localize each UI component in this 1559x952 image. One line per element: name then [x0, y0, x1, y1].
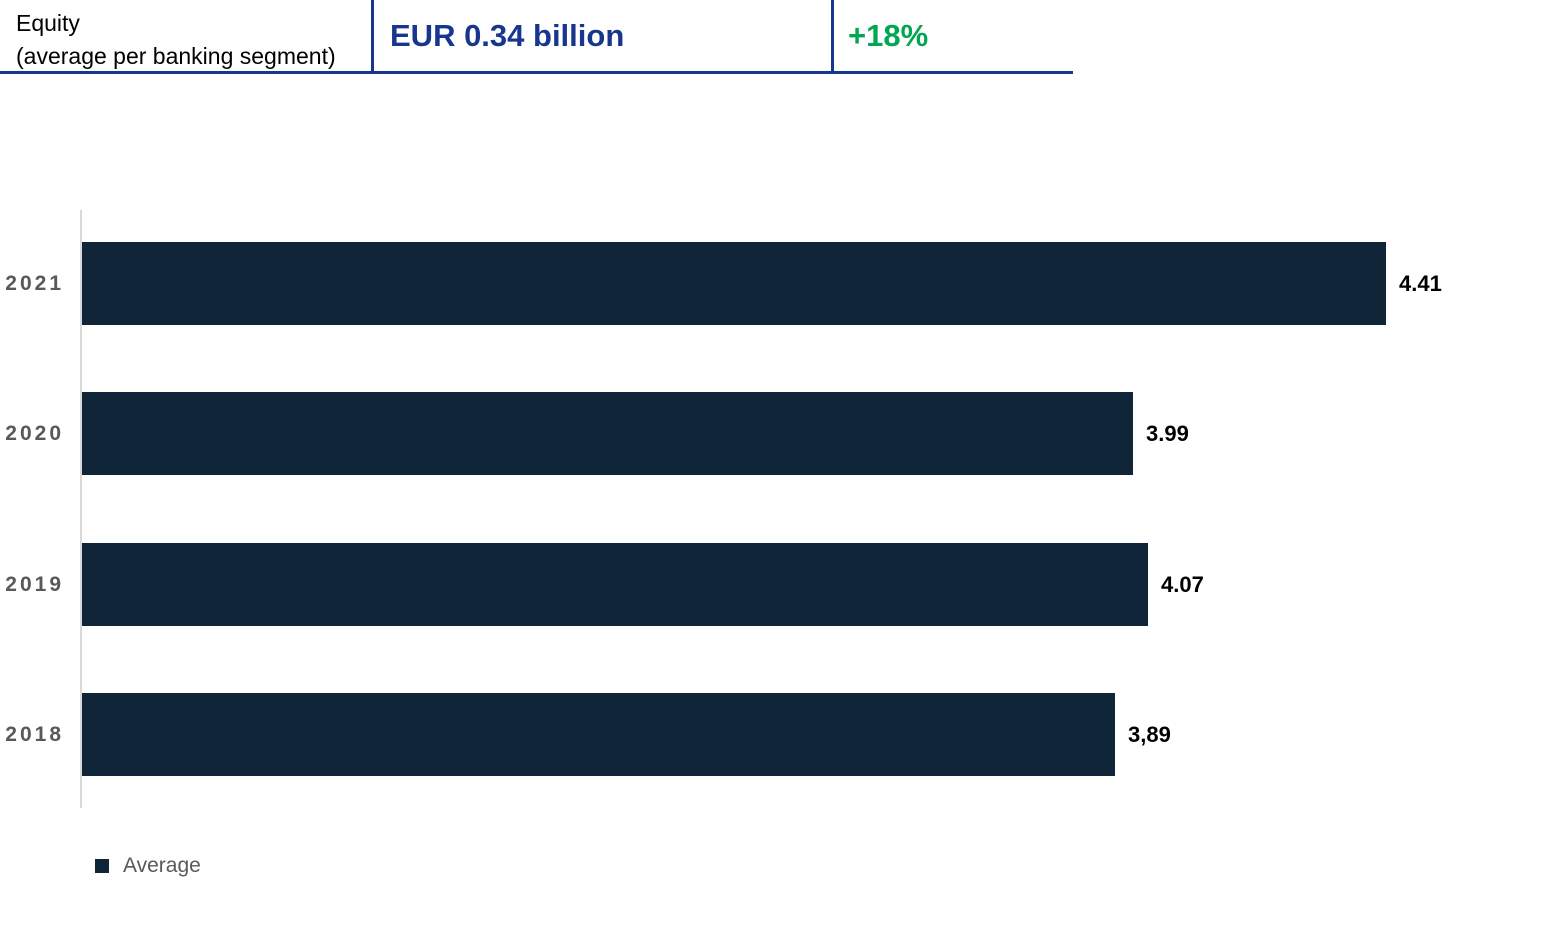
legend-label: Average — [123, 854, 201, 877]
kpi-label-cell: Equity (average per banking segment) — [16, 0, 356, 71]
kpi-divider — [371, 0, 374, 71]
bar-row: 2018 3,89 — [0, 693, 1559, 776]
bar-row: 2021 4.41 — [0, 242, 1559, 325]
kpi-change-cell: +18% — [848, 18, 929, 53]
kpi-divider — [831, 0, 834, 71]
value-label: 4.41 — [1399, 271, 1442, 296]
value-label: 4.07 — [1161, 572, 1204, 597]
value-label: 3.99 — [1146, 421, 1189, 446]
kpi-metric-subtitle: (average per banking segment) — [16, 43, 336, 69]
value-label: 3,89 — [1128, 722, 1171, 747]
year-label: 2019 — [5, 573, 64, 596]
kpi-metric-title: Equity — [16, 10, 80, 36]
year-label: 2021 — [5, 272, 64, 295]
y-axis-line — [80, 210, 82, 808]
bar — [82, 543, 1148, 626]
bar-row: 2020 3.99 — [0, 392, 1559, 475]
year-label: 2018 — [5, 723, 64, 746]
bar — [82, 242, 1386, 325]
year-label: 2020 — [5, 422, 64, 445]
bar — [82, 693, 1115, 776]
kpi-table: Equity (average per banking segment) EUR… — [0, 0, 1073, 74]
bar-row: 2019 4.07 — [0, 543, 1559, 626]
kpi-value-cell: EUR 0.34 billion — [390, 18, 625, 53]
legend: Average — [95, 850, 201, 882]
bar — [82, 392, 1133, 475]
square-icon — [95, 859, 109, 873]
